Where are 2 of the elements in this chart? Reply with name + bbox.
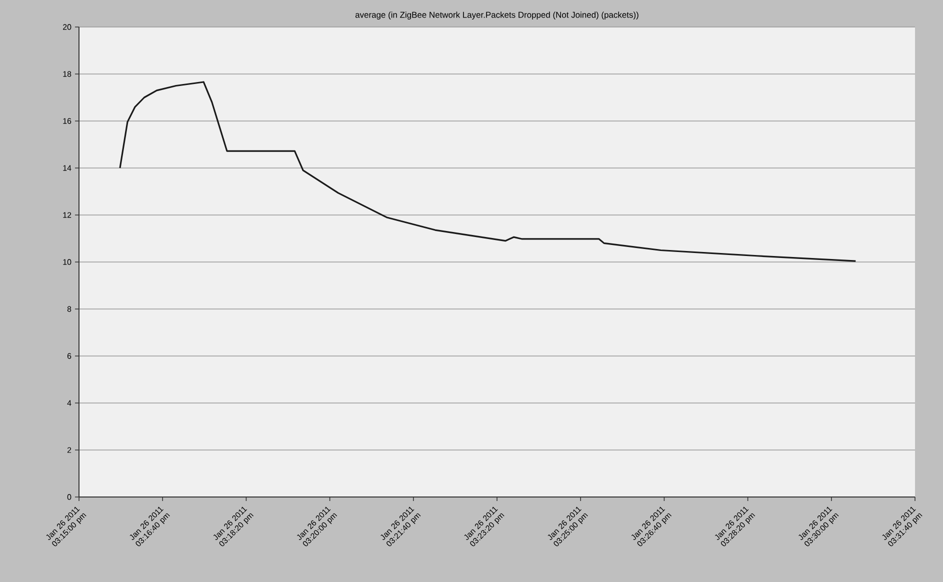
chart-title: average (in ZigBee Network Layer.Packets Dropped (Not Joined) (packets)) xyxy=(355,12,638,20)
line-series xyxy=(119,81,856,262)
